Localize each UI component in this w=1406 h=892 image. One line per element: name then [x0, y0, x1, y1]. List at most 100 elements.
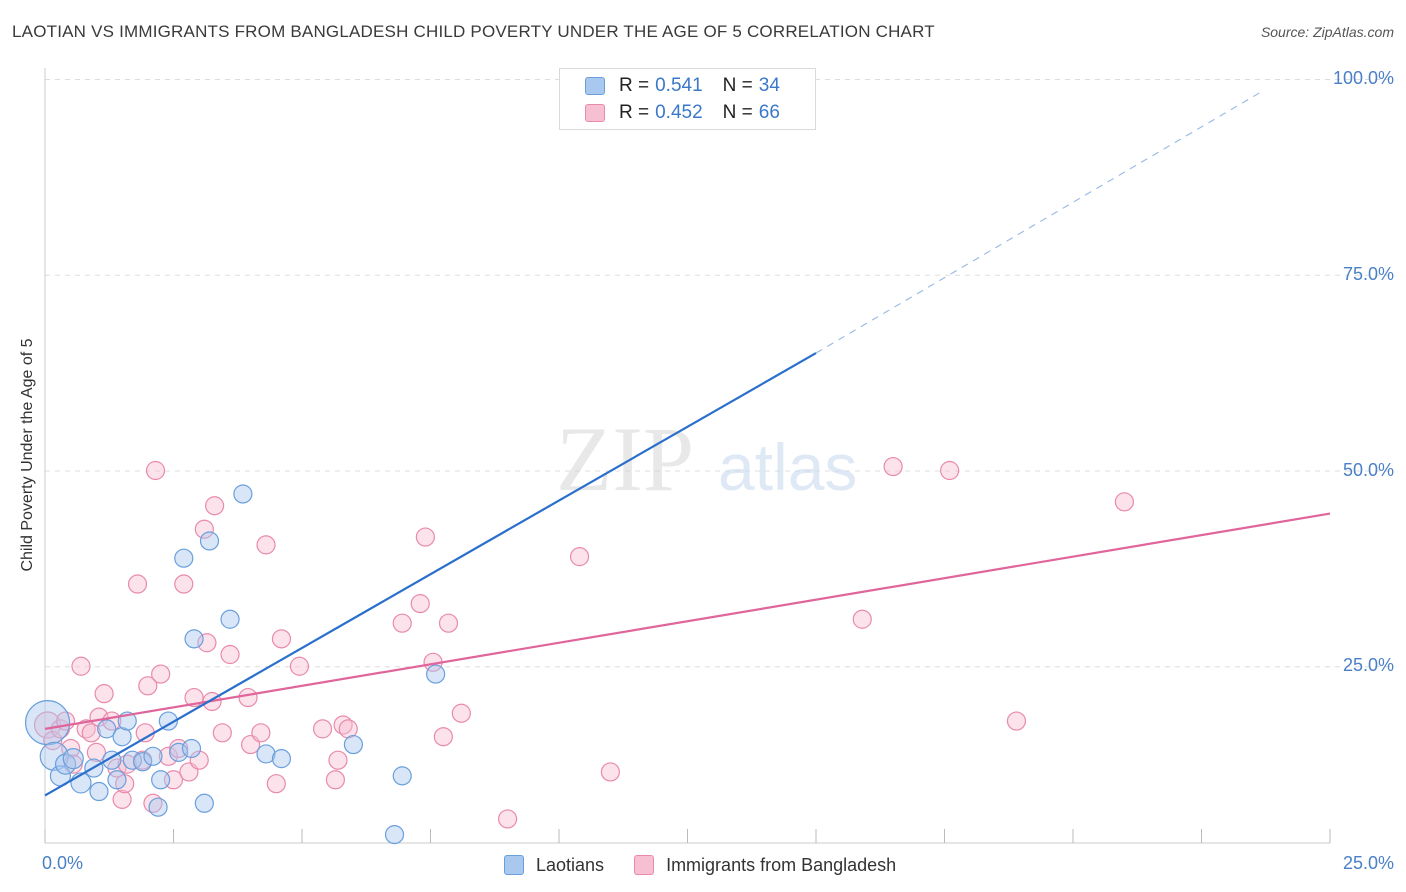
laotians-point — [233, 484, 253, 504]
legend-swatch-laotians — [504, 855, 524, 875]
bangladesh-point — [251, 723, 271, 743]
laotians-point — [107, 770, 127, 790]
legend-row-bangladesh: R = 0.452 N = 66 — [585, 100, 780, 126]
legend-r-label: R = — [619, 75, 650, 96]
bangladesh-point — [151, 664, 171, 684]
laotians-point — [133, 752, 153, 772]
bangladesh-point — [194, 519, 214, 539]
laotians-point — [143, 746, 163, 766]
laotians-point — [158, 711, 178, 731]
bangladesh-point — [127, 574, 148, 594]
bangladesh-point — [112, 789, 132, 809]
trend-lines — [44, 90, 1331, 797]
laotians-point — [384, 824, 405, 845]
bangladesh-point — [569, 547, 590, 567]
laotians-point — [426, 664, 446, 684]
laotians-point — [271, 749, 292, 769]
bangladesh-point — [158, 746, 178, 766]
bangladesh-point — [256, 535, 276, 555]
x-tick-label: 25.0% — [1342, 853, 1394, 873]
bangladesh-point — [883, 456, 903, 477]
legend-item-laotians[interactable]: Laotians — [504, 855, 604, 876]
bangladesh-point — [415, 527, 435, 547]
bangladesh-point — [852, 609, 872, 629]
bangladesh-point — [328, 750, 348, 770]
laotians-trend-extension — [815, 90, 1264, 354]
bangladesh-point — [1006, 711, 1027, 731]
chart-title: LAOTIAN VS IMMIGRANTS FROM BANGLADESH CH… — [12, 22, 935, 41]
x-tick-label: 0.0% — [42, 853, 84, 873]
watermark-zip: ZIP — [556, 408, 694, 510]
bangladesh-point — [174, 574, 194, 594]
bangladesh-point — [94, 684, 114, 704]
laotians-point — [194, 793, 214, 813]
laotians-point — [220, 609, 240, 629]
bangladesh-point — [940, 460, 960, 481]
watermark-atlas: atlas — [718, 430, 857, 504]
legend-label-laotians: Laotians — [536, 854, 605, 875]
legend-n-label: N = — [722, 102, 753, 123]
bangladesh-point — [81, 723, 101, 743]
laotians-point — [62, 748, 84, 770]
bangladesh-point — [438, 613, 459, 633]
legend-r-value: 0.452 — [655, 102, 703, 123]
legend-row-laotians: R = 0.541 N = 34 — [585, 73, 780, 99]
bangladesh-point — [266, 774, 286, 794]
laotians-point — [89, 781, 109, 802]
bangladesh-point — [212, 723, 232, 743]
bangladesh-point — [145, 460, 166, 481]
legend-swatch-bangladesh — [634, 855, 655, 875]
y-tick-label: 50.0% — [1342, 459, 1394, 480]
laotians-point — [174, 548, 194, 568]
legend-n-label: N = — [722, 75, 753, 96]
bangladesh-point — [86, 742, 107, 762]
y-tick-label: 100.0% — [1332, 68, 1394, 88]
laotians-points — [24, 69, 605, 845]
y-tick-label: 25.0% — [1342, 655, 1394, 676]
laotians-trend-line — [44, 352, 817, 797]
bangladesh-point — [433, 727, 453, 747]
legend-r-value: 0.541 — [655, 75, 703, 96]
laotians-point — [169, 742, 189, 762]
legend-swatch-laotians — [585, 77, 605, 95]
correlation-legend: R = 0.541 N = 34 R = 0.452 N = 66 — [559, 68, 816, 130]
axis-layer — [44, 68, 1331, 844]
bangladesh-point — [600, 762, 621, 782]
laotians-point — [343, 734, 363, 755]
bangladesh-point — [205, 496, 225, 516]
y-tick-label: 75.0% — [1342, 263, 1394, 284]
y-axis-title: Child Poverty Under the Age of 5 — [19, 338, 36, 572]
source-label: Source: ZipAtlas.com — [1260, 24, 1394, 40]
laotians-point — [39, 741, 69, 771]
legend-n-value: 34 — [758, 75, 780, 96]
bangladesh-point — [325, 770, 346, 790]
bangladesh-point — [410, 594, 430, 614]
bangladesh-point — [189, 750, 209, 770]
laotians-point — [24, 700, 71, 746]
bangladesh-point — [1114, 492, 1135, 512]
grid-layer — [45, 79, 1392, 668]
bangladesh-point — [197, 633, 217, 653]
laotians-point — [256, 744, 276, 764]
laotians-point — [122, 750, 142, 770]
laotians-point — [181, 738, 202, 759]
bangladesh-point — [271, 629, 292, 649]
bangladesh-point — [451, 703, 471, 723]
bangladesh-point — [238, 687, 258, 708]
bangladesh-trend-line — [44, 512, 1331, 730]
legend-item-bangladesh[interactable]: Immigrants from Bangladesh — [634, 855, 896, 876]
bangladesh-point — [289, 656, 310, 676]
legend-swatch-bangladesh — [585, 104, 605, 122]
laotians-point — [392, 766, 412, 786]
bangladesh-point — [138, 676, 158, 696]
legend-n-value: 66 — [758, 102, 780, 123]
legend-r-label: R = — [619, 102, 650, 123]
bangladesh-point — [71, 656, 91, 676]
bangladesh-point — [312, 719, 333, 739]
laotians-point — [199, 531, 220, 551]
bangladesh-point — [498, 809, 518, 829]
legend-label-bangladesh: Immigrants from Bangladesh — [666, 854, 897, 875]
laotians-point — [148, 797, 168, 817]
laotians-point — [97, 719, 117, 739]
